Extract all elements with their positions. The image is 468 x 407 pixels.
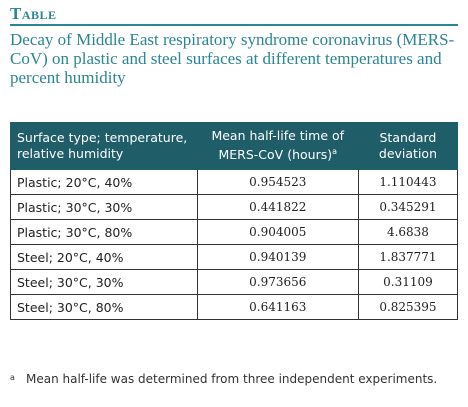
cell-value: 0.904005 (196, 219, 359, 245)
column-header-text: Standard deviation (378, 130, 437, 161)
table-body: Plastic; 20°C, 40% 0.954523 1.110443 Plasti… (10, 169, 459, 320)
table-label: Table (10, 4, 57, 23)
cell-value: 1.837771 (357, 244, 459, 270)
cell-value: 0.954523 (196, 169, 359, 195)
column-header-text: Surface type; temperature, relative humi… (17, 130, 188, 161)
column-header: Mean half-life time of MERS-CoV (hours)a (196, 122, 359, 170)
row-label: Steel; 30°C, 80% (10, 294, 198, 320)
footnote-marker: a (10, 373, 15, 382)
column-header-text: Mean half-life time of MERS-CoV (hours) (211, 128, 345, 163)
row-label: Steel; 30°C, 30% (10, 269, 198, 295)
table-row: Steel; 20°C, 40% 0.940139 1.837771 (10, 244, 459, 270)
row-label: Plastic; 20°C, 40% (10, 169, 198, 195)
cell-value: 0.825395 (357, 294, 459, 320)
header-row: Surface type; temperature, relative humi… (10, 122, 459, 170)
cell-value: 0.641163 (196, 294, 359, 320)
cell-value: 0.345291 (357, 194, 459, 220)
footnote-text: Mean half-life was determined from three… (26, 372, 438, 386)
row-label: Steel; 20°C, 40% (10, 244, 198, 270)
column-header: Standard deviation (357, 122, 459, 170)
table-row: Plastic; 20°C, 40% 0.954523 1.110443 (10, 169, 459, 195)
cell-value: 0.940139 (196, 244, 359, 270)
column-header: Surface type; temperature, relative humi… (10, 122, 198, 170)
table-row: Plastic; 30°C, 30% 0.441822 0.345291 (10, 194, 459, 220)
cell-value: 0.31109 (357, 269, 459, 295)
data-table: Surface type; temperature, relative humi… (10, 122, 459, 320)
table-row: Steel; 30°C, 80% 0.641163 0.825395 (10, 294, 459, 320)
cell-value: 4.6838 (357, 219, 459, 245)
cell-value: 1.110443 (357, 169, 459, 195)
rule (10, 24, 458, 26)
table-row: Steel; 30°C, 30% 0.973656 0.31109 (10, 269, 459, 295)
cell-value: 0.441822 (196, 194, 359, 220)
cell-value: 0.973656 (196, 269, 359, 295)
row-label: Plastic; 30°C, 30% (10, 194, 198, 220)
table-row: Plastic; 30°C, 80% 0.904005 4.6838 (10, 219, 459, 245)
row-label: Plastic; 30°C, 80% (10, 219, 198, 245)
table-title: Decay of Middle East respiratory syndrom… (10, 30, 455, 87)
footnote: a Mean half-life was determined from thr… (10, 372, 450, 387)
column-header-note: a (332, 147, 338, 157)
